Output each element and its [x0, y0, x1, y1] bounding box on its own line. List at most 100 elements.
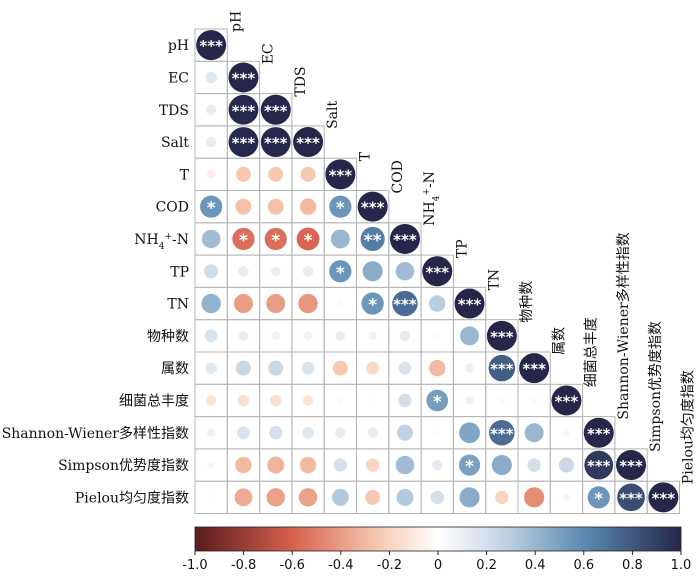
row-label: COD: [156, 200, 189, 216]
correlation-circle: [332, 360, 348, 376]
correlation-circle: [299, 456, 317, 474]
correlation-circle: [584, 450, 614, 480]
significance-marker: *: [465, 457, 474, 477]
correlation-circle: [228, 127, 259, 157]
correlation-circle: [360, 226, 385, 252]
significance-marker: ***: [522, 360, 546, 378]
correlation-circle: [429, 359, 446, 377]
correlation-circle: [563, 494, 570, 501]
colorbar-tick-label: -0.6: [280, 558, 305, 573]
correlation-circle: [268, 166, 284, 182]
correlation-circle: [648, 482, 679, 513]
correlation-circle: [551, 385, 582, 416]
column-label: Simpson优势度指数: [648, 321, 664, 452]
significance-marker: *: [207, 199, 216, 219]
colorbar-tick-label: 1.0: [671, 558, 692, 573]
correlation-circle: [365, 458, 380, 472]
colorbar-tick-label: -1.0: [182, 558, 207, 573]
correlation-circle: [205, 395, 217, 406]
row-label: Salt: [161, 135, 189, 151]
significance-marker: ***: [490, 360, 514, 378]
column-label: TP: [454, 239, 470, 258]
correlation-circle: [495, 490, 509, 505]
significance-marker: ***: [232, 69, 256, 87]
correlation-circle: [298, 488, 318, 507]
column-label: TDS: [293, 66, 309, 96]
correlation-circle: [271, 266, 281, 276]
correlation-circle: [392, 290, 418, 317]
row-label: 属数: [161, 361, 189, 377]
significance-marker: ***: [587, 457, 611, 475]
correlation-circle: [434, 430, 440, 436]
colorbar-tick-label: -0.4: [328, 558, 353, 573]
correlation-circle: [460, 326, 480, 346]
significance-marker: ***: [619, 489, 643, 507]
significance-marker: ***: [393, 231, 417, 249]
correlation-circle: [395, 262, 415, 281]
correlation-circle: [389, 223, 420, 254]
row-label: Simpson优势度指数: [58, 458, 189, 474]
correlation-circle: [486, 320, 517, 351]
correlation-circle: [395, 455, 415, 475]
correlation-circle: [271, 331, 280, 341]
correlation-circle: [237, 394, 250, 407]
correlation-circle: [201, 229, 221, 249]
column-label: 物种数: [519, 281, 535, 323]
column-label: Salt: [325, 100, 341, 128]
correlation-circle: [426, 389, 449, 412]
correlation-circle: [228, 62, 259, 93]
correlation-circle: [499, 397, 505, 404]
significance-marker: *: [336, 199, 345, 219]
correlation-circle: [268, 360, 284, 376]
significance-marker: ***: [425, 263, 449, 281]
correlation-circle: [333, 458, 348, 472]
correlation-circle: [238, 331, 249, 341]
correlation-circle: [617, 483, 645, 512]
correlation-circle: [583, 417, 614, 448]
correlation-circle: [228, 94, 259, 125]
column-label: 细菌总丰度: [584, 317, 600, 387]
correlation-circle: [205, 136, 217, 148]
colorbar-tick-label: -0.2: [377, 558, 402, 573]
correlation-circle: [459, 422, 480, 444]
colorbar-tick-label: 0.6: [573, 558, 594, 573]
correlation-circle: [204, 264, 219, 279]
correlation-circle: [558, 457, 574, 473]
correlation-circle: [458, 454, 481, 476]
correlation-circle: [206, 170, 216, 179]
significance-marker: *: [433, 392, 442, 412]
correlation-circle: [232, 227, 255, 251]
correlation-circle: [430, 490, 444, 505]
correlation-circle: [367, 427, 378, 438]
correlation-circle: [361, 292, 384, 315]
significance-marker: *: [368, 296, 377, 316]
correlation-circle: [459, 487, 480, 508]
correlation-circle: [235, 198, 252, 215]
correlation-circle: [298, 293, 318, 314]
correlation-circle: [454, 288, 485, 319]
grid-layer: [194, 28, 681, 515]
significance-marker: ***: [361, 199, 385, 217]
correlation-circle: [531, 397, 537, 404]
correlation-circle: [429, 295, 446, 312]
correlation-circle: [205, 362, 217, 374]
significance-marker: ***: [296, 134, 320, 152]
correlation-circle: [422, 256, 453, 287]
row-label: T: [180, 167, 190, 183]
significance-marker: *: [336, 263, 345, 283]
correlation-circle: [267, 456, 285, 474]
significance-marker: ***: [232, 134, 256, 152]
significance-marker: ***: [264, 102, 288, 120]
correlation-circle: [301, 361, 315, 375]
correlation-circle: [488, 354, 516, 382]
column-label: Pielou均匀度指数: [681, 370, 697, 484]
correlation-circle: [365, 489, 381, 505]
correlation-circle: [299, 198, 317, 215]
correlation-circle: [302, 395, 314, 406]
correlation-circle: [266, 488, 285, 507]
correlation-circle: [399, 330, 411, 342]
correlation-circle: [335, 427, 346, 438]
colorbar: -1.0 -0.8 -0.6 -0.4 -0.2 0 0.2 0.4 0.6 0.8 1.0: [182, 526, 692, 573]
column-label: NH4+-N: [422, 171, 442, 226]
